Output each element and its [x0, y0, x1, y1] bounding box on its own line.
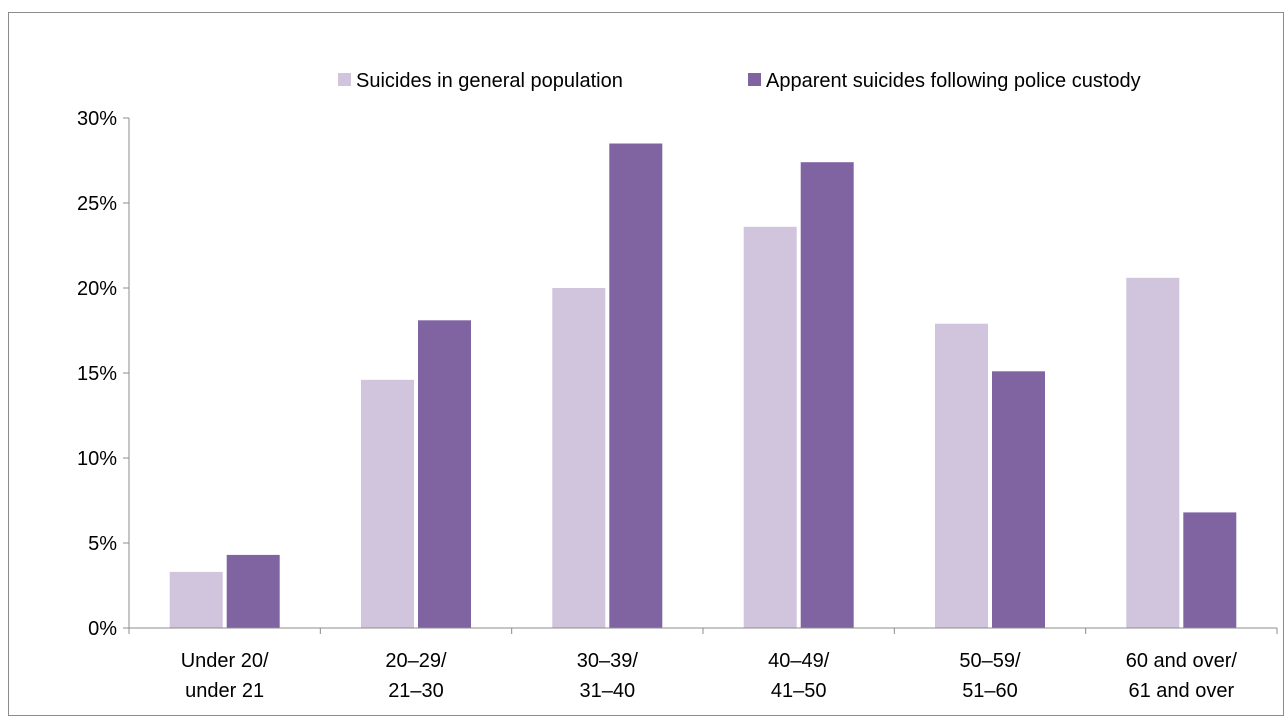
bar-general-population	[743, 226, 797, 629]
x-tick-label: 50–59/	[959, 650, 1021, 672]
bar-police-custody	[226, 554, 280, 628]
x-tick-label: 30–39/	[577, 650, 639, 672]
x-tick-label: 51–60	[962, 680, 1018, 702]
y-tick-label: 10%	[77, 448, 117, 470]
y-tick-label: 0%	[88, 618, 117, 640]
y-tick-label: 15%	[77, 363, 117, 385]
x-tick-label: 31–40	[580, 680, 636, 702]
bar-police-custody	[418, 320, 471, 628]
x-tick-label: under 21	[185, 680, 264, 702]
x-tick-label: 41–50	[771, 680, 827, 702]
bar-police-custody	[609, 143, 663, 628]
bar-police-custody	[992, 371, 1045, 628]
legend-label-general-population: Suicides in general population	[356, 70, 623, 92]
x-tick-label: Under 20/	[181, 650, 269, 672]
bar-general-population	[169, 571, 223, 628]
bar-general-population	[935, 323, 988, 628]
x-tick-label: 20–29/	[385, 650, 447, 672]
legend-label-police-custody: Apparent suicides following police custo…	[766, 70, 1141, 92]
x-tick-label: 60 and over/	[1126, 650, 1238, 672]
y-tick-label: 5%	[88, 533, 117, 555]
x-axis: Under 20/under 21 20–29/21–30 30–39/31–40 4…	[128, 627, 1278, 702]
bars	[169, 143, 1237, 629]
x-tick-label: 21–30	[388, 680, 444, 702]
bar-general-population	[1126, 277, 1180, 628]
bar-general-population	[552, 288, 606, 628]
y-tick-label: 20%	[77, 278, 117, 300]
legend: Suicides in general population Apparent …	[338, 70, 1141, 92]
x-tick-label: 40–49/	[768, 650, 830, 672]
bar-police-custody	[800, 162, 854, 628]
legend-swatch-general-population	[338, 73, 351, 86]
y-tick-label: 25%	[77, 193, 117, 215]
x-tick-label: 61 and over	[1129, 680, 1235, 702]
bar-police-custody	[1183, 512, 1237, 628]
y-tick-label: 30%	[77, 108, 117, 130]
bar-general-population	[361, 379, 414, 628]
legend-swatch-police-custody	[748, 73, 761, 86]
y-axis: 0% 5% 10% 15% 20% 25% 30%	[77, 108, 130, 640]
